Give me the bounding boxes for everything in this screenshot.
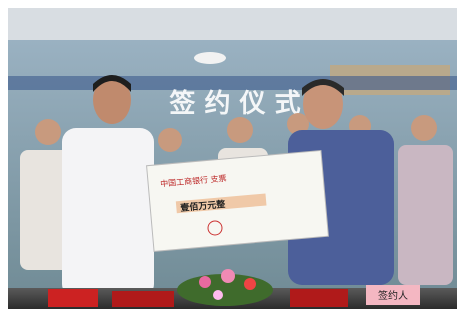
banner-stripe bbox=[8, 76, 457, 90]
flower bbox=[221, 269, 235, 283]
banner-top bbox=[8, 8, 457, 40]
folder bbox=[112, 291, 174, 307]
folder bbox=[290, 289, 348, 307]
head bbox=[411, 115, 437, 141]
flower bbox=[213, 290, 223, 300]
shirt bbox=[62, 128, 154, 298]
head bbox=[35, 119, 61, 145]
logo bbox=[194, 52, 226, 64]
body bbox=[398, 145, 453, 285]
head bbox=[158, 128, 182, 152]
flower bbox=[199, 276, 211, 288]
nameplate-label: 签约人 bbox=[378, 289, 408, 302]
cheque: 中国工商银行 支票 壹佰万元整 bbox=[147, 150, 329, 251]
folder bbox=[48, 289, 98, 307]
head bbox=[227, 117, 253, 143]
banner-title: 签 约 仪 式 bbox=[169, 88, 300, 119]
photo: 签 约 仪 式 中国工商银行 支票 壹佰万元整 bbox=[0, 0, 457, 309]
flower bbox=[244, 278, 256, 290]
page: 签 约 仪 式 中国工商银行 支票 壹佰万元整 bbox=[0, 0, 457, 309]
